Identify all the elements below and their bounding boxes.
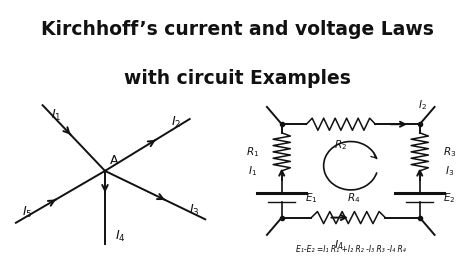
- Text: $I_4$: $I_4$: [115, 229, 126, 244]
- Text: $I_3$: $I_3$: [445, 164, 454, 178]
- Text: A: A: [109, 154, 118, 167]
- Text: $I_2$: $I_2$: [171, 115, 182, 130]
- Text: E₁-E₂ =I₁ R₁ +I₂ R₂ -I₃ R₃ -I₄ R₄: E₁-E₂ =I₁ R₁ +I₂ R₂ -I₃ R₃ -I₄ R₄: [296, 245, 406, 254]
- Text: with circuit Examples: with circuit Examples: [124, 69, 350, 88]
- Text: $I_5$: $I_5$: [22, 205, 32, 220]
- Text: Kirchhoff’s current and voltage Laws: Kirchhoff’s current and voltage Laws: [41, 20, 433, 39]
- Text: $E_2$: $E_2$: [443, 192, 456, 205]
- Text: $I_1$: $I_1$: [247, 164, 257, 178]
- Text: $I_2$: $I_2$: [418, 98, 427, 112]
- Text: $R_3$: $R_3$: [443, 145, 456, 159]
- Text: $I_3$: $I_3$: [189, 203, 200, 218]
- Text: $I_1$: $I_1$: [51, 108, 61, 123]
- Text: $R_1$: $R_1$: [246, 145, 259, 159]
- Text: $R_2$: $R_2$: [334, 138, 347, 152]
- Text: $E_1$: $E_1$: [305, 192, 318, 205]
- Text: $I_4$: $I_4$: [334, 238, 343, 252]
- Text: $R_4$: $R_4$: [346, 192, 360, 205]
